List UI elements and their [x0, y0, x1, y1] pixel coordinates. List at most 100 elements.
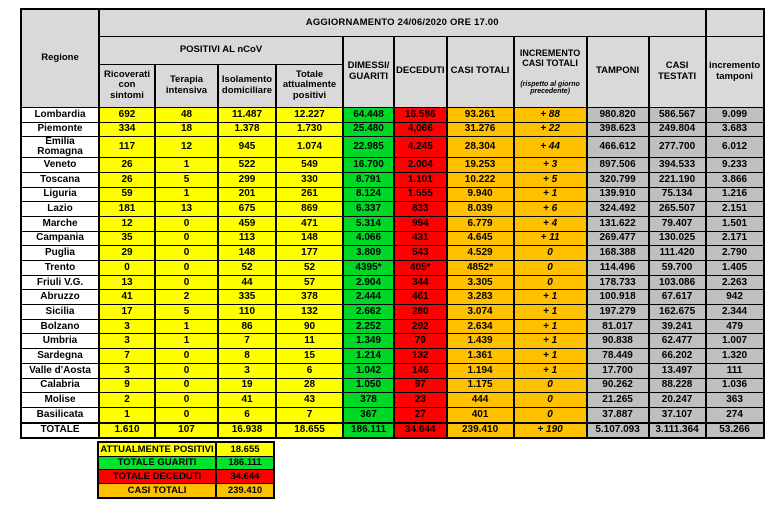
- deceduti-cell: 1.555: [393, 186, 448, 203]
- casi-testati-cell: 88.228: [647, 377, 707, 394]
- ricoverati-cell: 117: [98, 136, 156, 159]
- casi-testati-cell: 3.111.364: [647, 421, 707, 439]
- deceduti-cell: 23: [393, 392, 448, 408]
- dimessi-guariti-cell: 64.448: [342, 106, 395, 123]
- deceduti-cell: 292: [393, 318, 448, 335]
- terapia-intensiva-cell: 0: [154, 362, 219, 379]
- incremento-tamponi-cell: 9.099: [704, 106, 765, 123]
- isolamento-cell: 41: [217, 392, 277, 408]
- ricoverati-cell: 0: [98, 260, 156, 276]
- totale-positivi-cell: 12.227: [275, 106, 344, 123]
- header-incremento-casi-totali: INCREMENTO CASI TOTALI (rispetto al gior…: [512, 36, 588, 108]
- dimessi-guariti-cell: 2.904: [342, 274, 395, 291]
- region-cell: Sicilia: [20, 304, 100, 320]
- casi-testati-cell: 66.202: [647, 348, 707, 364]
- casi-totali-cell: 9.940: [445, 186, 515, 203]
- casi-totali-cell: 28.304: [445, 136, 515, 159]
- table-title: AGGIORNAMENTO 24/06/2020 ORE 17.00: [98, 8, 707, 37]
- isolamento-cell: 11.487: [217, 106, 277, 123]
- isolamento-cell: 6: [217, 406, 277, 424]
- incremento-tamponi-cell: 3.866: [704, 171, 765, 188]
- casi-totali-cell: 19.253: [445, 157, 515, 173]
- dimessi-guariti-cell: 186.111: [342, 421, 395, 439]
- casi-testati-cell: 13.497: [647, 362, 707, 379]
- total-row: TOTALE 1.610 107 16.938 18.655 186.111 34.644 2…: [20, 421, 765, 439]
- table-row: Trento 0 0 52 52 4395* 405* 4852* 0 114.496 59.700…: [20, 260, 765, 276]
- ricoverati-cell: 35: [98, 230, 156, 247]
- casi-testati-cell: 67.617: [647, 289, 707, 306]
- isolamento-cell: 44: [217, 274, 277, 291]
- table-row: Puglia 29 0 148 177 3.809 543 4.529 0 168.388 111.…: [20, 245, 765, 262]
- casi-testati-cell: 221.190: [647, 171, 707, 188]
- region-cell: Calabria: [20, 377, 100, 394]
- ricoverati-cell: 3: [98, 362, 156, 379]
- summary-body: ATTUALMENTE POSITIVI 18.655 TOTALE GUARITI…: [97, 441, 275, 499]
- incremento-casi-cell: + 1: [512, 333, 588, 350]
- dimessi-guariti-cell: 5.314: [342, 215, 395, 232]
- casi-testati-cell: 103.086: [647, 274, 707, 291]
- incremento-casi-cell: + 22: [512, 121, 588, 138]
- tamponi-cell: 178.733: [585, 274, 650, 291]
- totale-positivi-cell: 52: [275, 260, 344, 276]
- header-ricoverati: Ricoverati con sintomi: [98, 64, 156, 108]
- tamponi-cell: 197.279: [585, 304, 650, 320]
- terapia-intensiva-cell: 0: [154, 406, 219, 424]
- ricoverati-cell: 7: [98, 348, 156, 364]
- casi-totali-cell: 239.410: [445, 421, 515, 439]
- header-terapia-intensiva: Terapia intensiva: [154, 64, 219, 108]
- ricoverati-cell: 29: [98, 245, 156, 262]
- casi-totali-cell: 1.439: [445, 333, 515, 350]
- casi-totali-cell: 31.276: [445, 121, 515, 138]
- region-cell: Trento: [20, 260, 100, 276]
- summary-value: 34.644: [215, 469, 275, 485]
- summary-row: TOTALE GUARITI 186.111: [97, 455, 275, 471]
- region-cell: Lazio: [20, 201, 100, 217]
- ricoverati-cell: 3: [98, 318, 156, 335]
- incremento-casi-cell: 0: [512, 377, 588, 394]
- table-row: Lazio 181 13 675 869 6.337 833 8.039 + 6 324.492 2…: [20, 201, 765, 217]
- tamponi-cell: 139.910: [585, 186, 650, 203]
- incremento-casi-cell: 0: [512, 260, 588, 276]
- tamponi-cell: 897.506: [585, 157, 650, 173]
- dimessi-guariti-cell: 25.480: [342, 121, 395, 138]
- incremento-tamponi-cell: 1.216: [704, 186, 765, 203]
- ricoverati-cell: 41: [98, 289, 156, 306]
- deceduti-cell: 79: [393, 333, 448, 350]
- deceduti-cell: 994: [393, 215, 448, 232]
- casi-testati-cell: 586.567: [647, 106, 707, 123]
- incremento-casi-cell: + 1: [512, 186, 588, 203]
- summary-label: ATTUALMENTE POSITIVI: [97, 441, 217, 457]
- table-row: Umbria 3 1 7 11 1.349 79 1.439 + 1 90.838 62.477 1.…: [20, 333, 765, 350]
- ricoverati-cell: 17: [98, 304, 156, 320]
- summary-label: CASI TOTALI: [97, 483, 217, 499]
- header-regione: Regione: [20, 8, 100, 108]
- dimessi-guariti-cell: 16.700: [342, 157, 395, 173]
- header-positivi-group: POSITIVI AL nCoV: [98, 35, 344, 66]
- terapia-intensiva-cell: 0: [154, 348, 219, 364]
- deceduti-cell: 4.245: [393, 136, 448, 159]
- dimessi-guariti-cell: 22.985: [342, 136, 395, 159]
- totale-positivi-cell: 1.730: [275, 121, 344, 138]
- tamponi-cell: 90.262: [585, 377, 650, 394]
- isolamento-cell: 19: [217, 377, 277, 394]
- incremento-casi-cell: + 1: [512, 304, 588, 320]
- header-totale-positivi: Totale attualmente positivi: [275, 64, 344, 108]
- deceduti-cell: 543: [393, 245, 448, 262]
- incremento-casi-cell: 0: [512, 245, 588, 262]
- summary-value: 18.655: [215, 441, 275, 457]
- region-cell: Basilicata: [20, 406, 100, 424]
- casi-testati-cell: 394.533: [647, 157, 707, 173]
- terapia-intensiva-cell: 0: [154, 377, 219, 394]
- summary-label: TOTALE DECEDUTI: [97, 469, 217, 485]
- incremento-tamponi-cell: 2.171: [704, 230, 765, 247]
- dimessi-guariti-cell: 367: [342, 406, 395, 424]
- casi-totali-cell: 444: [445, 392, 515, 408]
- terapia-intensiva-cell: 0: [154, 392, 219, 408]
- tamponi-cell: 81.017: [585, 318, 650, 335]
- incremento-casi-cell: + 1: [512, 362, 588, 379]
- tamponi-cell: 269.477: [585, 230, 650, 247]
- table-row: Liguria 59 1 201 261 8.124 1.555 9.940 + 1 139.91…: [20, 186, 765, 203]
- ricoverati-cell: 26: [98, 171, 156, 188]
- table-row: Campania 35 0 113 148 4.066 431 4.645 + 11 269.47…: [20, 230, 765, 247]
